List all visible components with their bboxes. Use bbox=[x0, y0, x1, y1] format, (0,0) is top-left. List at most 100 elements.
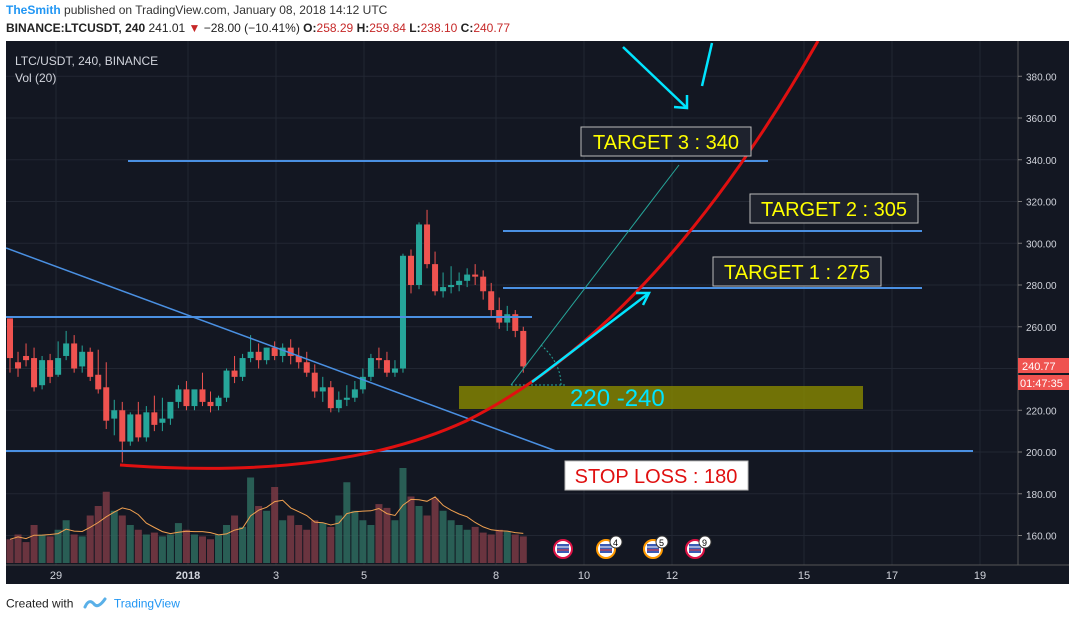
candle bbox=[512, 310, 519, 338]
candle bbox=[119, 401, 126, 463]
volume-bar bbox=[102, 491, 110, 563]
candle bbox=[175, 385, 182, 409]
flag-event-icon[interactable] bbox=[553, 539, 573, 559]
tradingview-link[interactable]: TradingView bbox=[113, 596, 180, 611]
x-tick-label: 8 bbox=[493, 570, 499, 582]
tradingview-logo-icon[interactable] bbox=[83, 596, 107, 613]
down-arrow-icon: ▼ bbox=[188, 21, 201, 35]
buy-zone[interactable] bbox=[459, 386, 863, 409]
volume-bar bbox=[54, 529, 62, 563]
x-tick-label: 10 bbox=[578, 570, 590, 582]
y-tick-label: 220.00 bbox=[1026, 406, 1057, 417]
candle bbox=[127, 412, 134, 446]
event-count-9: 9 bbox=[702, 538, 707, 548]
volume-bar bbox=[166, 534, 174, 563]
volume-bar bbox=[351, 510, 359, 563]
target1-text: TARGET 1 : 275 bbox=[724, 262, 870, 284]
candle bbox=[351, 381, 358, 402]
target3-text: TARGET 3 : 340 bbox=[593, 132, 739, 154]
candle bbox=[359, 368, 366, 394]
candle bbox=[79, 345, 86, 373]
flag-event-icon-5[interactable]: 5 bbox=[643, 535, 669, 559]
volume-bar bbox=[22, 542, 30, 563]
price-axis[interactable]: 380.00 360.00 340.00 320.00 300.00 280.00 260.… bbox=[1018, 72, 1057, 543]
candle bbox=[15, 351, 22, 377]
candle bbox=[343, 385, 350, 407]
angle-arc bbox=[540, 344, 562, 386]
candle bbox=[263, 347, 270, 365]
author-name[interactable]: TheSmith bbox=[6, 3, 61, 17]
time-axis[interactable]: 29 2018 3 5 8 10 12 15 17 19 bbox=[50, 570, 986, 582]
candle bbox=[391, 360, 398, 377]
volume-bar bbox=[255, 506, 263, 563]
candle bbox=[424, 209, 431, 269]
legend-symbol: LTC/USDT, 240, BINANCE bbox=[15, 54, 158, 68]
volume-bar bbox=[455, 525, 463, 563]
price-badge-text: 240.77 bbox=[1022, 361, 1056, 373]
candle bbox=[520, 326, 527, 373]
volume-bar bbox=[78, 536, 86, 563]
volume-bar bbox=[415, 506, 423, 563]
parabolic-arc[interactable] bbox=[119, 41, 820, 470]
candle bbox=[496, 297, 503, 329]
candle bbox=[111, 399, 118, 436]
candle bbox=[167, 401, 174, 425]
volume-bar bbox=[343, 482, 351, 563]
candle bbox=[71, 335, 78, 373]
y-tick-label: 180.00 bbox=[1026, 490, 1057, 501]
volume-bar bbox=[503, 531, 511, 563]
candle bbox=[464, 268, 471, 288]
volume-bar bbox=[118, 515, 126, 563]
volume-bar bbox=[271, 487, 279, 563]
candle bbox=[143, 406, 150, 442]
candle bbox=[47, 353, 54, 384]
candle bbox=[271, 341, 278, 361]
candle bbox=[231, 355, 238, 384]
y-tick-label: 260.00 bbox=[1026, 323, 1057, 334]
volume-bar bbox=[391, 520, 399, 563]
flag-event-icon-4[interactable]: 4 bbox=[596, 535, 623, 559]
volume-bar bbox=[311, 520, 319, 563]
volume-bar bbox=[126, 525, 134, 563]
candle bbox=[7, 318, 13, 373]
volume-bar bbox=[279, 520, 287, 563]
candle bbox=[319, 376, 326, 402]
volume-bar bbox=[511, 534, 519, 563]
volume-bar bbox=[223, 525, 231, 563]
target2-label[interactable]: TARGET 2 : 305 bbox=[749, 193, 919, 224]
flag-event-icon-9[interactable]: 9 bbox=[685, 535, 712, 559]
target3-label[interactable]: TARGET 3 : 340 bbox=[580, 126, 752, 157]
zone-label[interactable]: 220 -240 bbox=[570, 385, 665, 412]
high-value: 259.84 bbox=[369, 21, 406, 35]
volume-bar bbox=[174, 523, 182, 563]
candle bbox=[183, 381, 190, 411]
time-badge-text: 01:47:35 bbox=[1020, 378, 1063, 390]
x-tick-label: 15 bbox=[798, 570, 810, 582]
x-tick-label: 17 bbox=[886, 570, 898, 582]
volume-bar bbox=[423, 515, 431, 563]
event-count-5: 5 bbox=[659, 538, 664, 548]
volume-bar bbox=[207, 539, 214, 563]
chart-panel[interactable]: TARGET 3 : 340 TARGET 2 : 305 TARGET 1 :… bbox=[6, 41, 1069, 584]
candle bbox=[327, 381, 334, 413]
volume-bar bbox=[367, 525, 375, 563]
candle bbox=[472, 264, 479, 285]
volume-bar bbox=[287, 515, 295, 563]
candle bbox=[55, 341, 62, 377]
volume-bar bbox=[447, 520, 455, 563]
y-tick-label: 360.00 bbox=[1026, 114, 1057, 125]
candle bbox=[335, 391, 342, 413]
candle bbox=[39, 355, 46, 390]
candle bbox=[488, 282, 495, 317]
last-price: 241.01 bbox=[148, 21, 186, 35]
volume-bar bbox=[487, 534, 495, 563]
target1-label[interactable]: TARGET 1 : 275 bbox=[712, 256, 882, 287]
descending-trendline[interactable] bbox=[6, 247, 557, 452]
volume-bar bbox=[327, 526, 335, 563]
close-label: C: bbox=[460, 21, 474, 35]
price-chart[interactable]: TARGET 3 : 340 TARGET 2 : 305 TARGET 1 :… bbox=[6, 41, 1069, 584]
y-tick-label: 160.00 bbox=[1026, 532, 1057, 543]
price-badge: 240.77 bbox=[1018, 358, 1069, 373]
high-label: H: bbox=[356, 21, 370, 35]
stop-loss-label[interactable]: STOP LOSS : 180 bbox=[564, 460, 749, 491]
